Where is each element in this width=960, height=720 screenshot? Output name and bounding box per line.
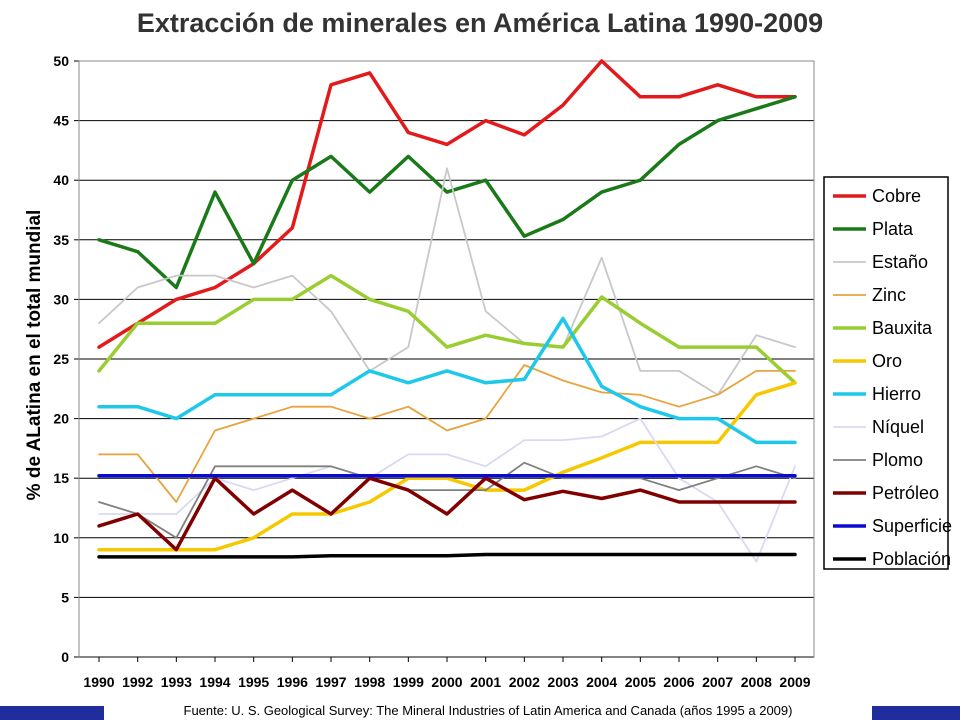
x-tick-label: 2004 xyxy=(586,674,617,690)
legend-item: Oro xyxy=(833,351,902,371)
x-tick-label: 2006 xyxy=(663,674,694,690)
legend-label: Oro xyxy=(872,351,902,371)
legend-label: Plomo xyxy=(872,450,923,470)
series-line-petróleo xyxy=(97,476,797,552)
legend-item: Población xyxy=(833,549,951,569)
legend-label: Níquel xyxy=(872,417,924,437)
y-tick-label: 25 xyxy=(53,351,69,367)
legend-label: Población xyxy=(872,549,951,569)
gridlines xyxy=(74,60,814,658)
y-tick-label: 40 xyxy=(53,172,69,188)
legend-label: Plata xyxy=(872,219,914,239)
series-line-hierro xyxy=(97,316,797,445)
y-tick-label: 35 xyxy=(53,232,69,248)
legend-label: Bauxita xyxy=(872,318,933,338)
y-axis-tick-labels: 0 5 10 15 20 25 30 35 40 45 50 xyxy=(53,53,69,665)
x-tick-label: 2005 xyxy=(625,674,656,690)
x-axis-tick-labels: 1990 1992 1993 1994 1995 1996 1997 1998 1999 2000… xyxy=(83,657,811,690)
source-note: Fuente: U. S. Geological Survey: The Min… xyxy=(104,702,872,720)
series-line-población xyxy=(97,552,797,559)
x-tick-label: 2001 xyxy=(470,674,501,690)
series-line-plomo xyxy=(98,461,796,539)
legend-item: Plomo xyxy=(833,450,923,470)
y-tick-label: 0 xyxy=(61,649,69,665)
legend-item: Hierro xyxy=(833,384,921,404)
x-tick-label: 2002 xyxy=(509,674,540,690)
legend-label: Petróleo xyxy=(872,483,939,503)
legend-label: Hierro xyxy=(872,384,921,404)
y-tick-label: 45 xyxy=(53,113,69,129)
y-axis-label: % de ALatina en el total mundial xyxy=(24,210,45,501)
x-tick-label: 2007 xyxy=(702,674,733,690)
y-tick-label: 15 xyxy=(53,470,69,486)
x-tick-label: 2009 xyxy=(779,674,810,690)
series-line-plata xyxy=(97,95,797,290)
series-line-bauxita xyxy=(97,273,797,385)
series-line-estaño xyxy=(98,167,796,396)
y-tick-label: 50 xyxy=(53,53,69,69)
x-tick-label: 1993 xyxy=(161,674,192,690)
legend-label: Estaño xyxy=(872,252,928,272)
legend-box xyxy=(823,176,949,570)
x-tick-label: 1997 xyxy=(315,674,346,690)
legend-item: Petróleo xyxy=(833,483,939,503)
y-tick-label: 10 xyxy=(53,530,69,546)
x-tick-label: 1996 xyxy=(277,674,308,690)
legend-label: Superficie xyxy=(872,516,952,536)
x-tick-label: 1990 xyxy=(83,674,114,690)
series-lines xyxy=(97,59,797,563)
series-line-cobre xyxy=(97,59,797,349)
chart-title: Extracción de minerales en América Latin… xyxy=(136,8,824,38)
x-tick-label: 2003 xyxy=(547,674,578,690)
x-tick-label: 1999 xyxy=(393,674,424,690)
legend-item: Bauxita xyxy=(833,318,933,338)
x-tick-label: 1994 xyxy=(199,674,230,690)
y-tick-label: 5 xyxy=(61,589,69,605)
x-tick-label: 2008 xyxy=(741,674,772,690)
y-tick-label: 20 xyxy=(53,411,69,427)
legend-item: Zinc xyxy=(833,285,906,305)
y-tick-label: 30 xyxy=(53,291,69,307)
legend: Cobre Plata Estaño Zinc Bauxita Oro Hierro Níqu… xyxy=(823,176,952,570)
series-line-oro xyxy=(97,381,797,552)
x-tick-label: 1998 xyxy=(354,674,385,690)
legend-label: Cobre xyxy=(872,186,921,206)
x-tick-label: 1995 xyxy=(238,674,269,690)
legend-item: Níquel xyxy=(833,417,924,437)
x-tick-label: 2000 xyxy=(431,674,462,690)
legend-item: Superficie xyxy=(833,516,952,536)
legend-item: Estaño xyxy=(833,252,928,272)
x-tick-label: 1992 xyxy=(122,674,153,690)
legend-item: Plata xyxy=(833,219,914,239)
legend-label: Zinc xyxy=(872,285,906,305)
series-line-zinc xyxy=(98,364,796,503)
legend-item: Cobre xyxy=(833,186,921,206)
